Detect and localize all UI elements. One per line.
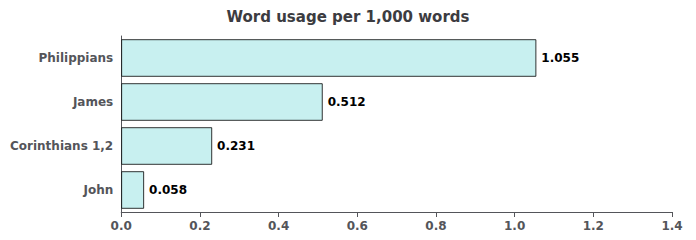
svg-text:1.4: 1.4 xyxy=(661,219,682,233)
svg-text:0.2: 0.2 xyxy=(189,219,210,233)
svg-text:Word usage per 1,000 words: Word usage per 1,000 words xyxy=(227,8,470,26)
svg-text:Philippians: Philippians xyxy=(38,51,113,65)
svg-text:0.231: 0.231 xyxy=(217,139,255,153)
svg-text:0.8: 0.8 xyxy=(425,219,446,233)
svg-text:Corinthians 1,2: Corinthians 1,2 xyxy=(10,139,113,153)
svg-text:1.0: 1.0 xyxy=(504,219,525,233)
svg-text:1.2: 1.2 xyxy=(583,219,604,233)
svg-text:James: James xyxy=(72,95,113,109)
svg-text:0.6: 0.6 xyxy=(347,219,368,233)
svg-text:1.055: 1.055 xyxy=(541,51,579,65)
svg-text:0.058: 0.058 xyxy=(149,183,187,197)
svg-text:0.0: 0.0 xyxy=(111,219,132,233)
svg-text:0.512: 0.512 xyxy=(328,95,366,109)
svg-text:John: John xyxy=(82,183,113,197)
svg-text:0.4: 0.4 xyxy=(268,219,289,233)
